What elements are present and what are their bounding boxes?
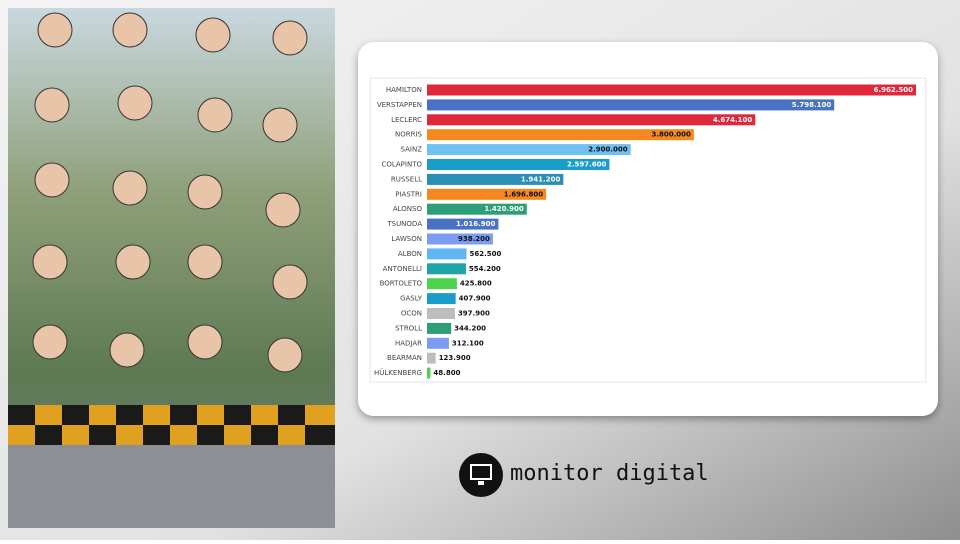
bar	[427, 84, 916, 96]
bar	[427, 99, 835, 111]
category-label: BEARMAN	[387, 354, 422, 362]
value-label: 2.597.600	[567, 161, 607, 169]
value-label: 2.900.000	[588, 146, 628, 154]
value-label: 554.200	[469, 265, 501, 273]
value-label: 407.900	[459, 295, 491, 303]
bar	[427, 322, 452, 334]
bar	[427, 367, 431, 379]
category-label: RUSSELL	[391, 175, 422, 183]
bar	[427, 159, 610, 170]
category-label: ALBON	[398, 250, 422, 258]
value-label: 3.800.000	[651, 131, 691, 139]
category-label: GASLY	[400, 295, 423, 303]
bar	[427, 278, 457, 290]
value-label: 6.962.500	[874, 86, 914, 94]
value-label: 425.800	[460, 280, 492, 288]
category-label: ANTONELLI	[383, 265, 422, 273]
bar	[427, 352, 436, 364]
plot: HAMILTON 6.962.500 VERSTAPPEN 5.798.100 LECL…	[369, 77, 927, 383]
category-label: SAINZ	[401, 146, 423, 154]
category-label: VERSTAPPEN	[377, 101, 422, 109]
brand: monitor digital	[459, 453, 709, 497]
bar	[427, 144, 631, 156]
bar	[427, 114, 756, 126]
category-label: PIASTRI	[395, 190, 422, 198]
value-label: 938.200	[458, 235, 490, 243]
value-label: 397.900	[458, 310, 490, 318]
bar	[427, 233, 493, 245]
value-label: 344.200	[454, 324, 486, 332]
category-label: BORTOLETO	[380, 280, 423, 288]
value-label: 5.798.100	[792, 101, 832, 109]
brand-name: monitor digital	[510, 461, 709, 486]
category-label: NORRIS	[395, 131, 423, 139]
category-label: OCON	[401, 310, 422, 318]
category-label: TSUNODA	[386, 220, 422, 228]
bar	[427, 308, 455, 319]
value-label: 4.674.100	[713, 116, 753, 124]
value-label: 48.800	[433, 369, 460, 377]
category-label: STROLL	[395, 324, 422, 332]
value-label: 1.941.200	[521, 175, 561, 183]
bar	[427, 188, 547, 200]
value-label: 1.016.900	[456, 220, 496, 228]
bar	[427, 293, 456, 305]
category-label: LAWSON	[391, 235, 422, 243]
value-label: 123.900	[439, 354, 471, 362]
bar	[427, 263, 466, 275]
category-label: HÜLKENBERG	[374, 368, 422, 377]
value-label: 1.420.900	[484, 205, 524, 213]
category-label: ALONSO	[393, 205, 423, 213]
plot-frame	[369, 77, 927, 383]
category-label: HAMILTON	[386, 86, 422, 94]
value-label: 562.500	[470, 250, 502, 258]
photo-panel	[8, 8, 335, 528]
bar	[427, 337, 449, 349]
bar	[427, 218, 499, 230]
category-label: COLAPINTO	[381, 161, 422, 169]
bar	[427, 203, 527, 215]
category-label: LECLERC	[391, 116, 422, 124]
bar	[427, 173, 564, 185]
value-label: 312.100	[452, 339, 484, 347]
category-label: HADJAR	[395, 339, 422, 347]
bar	[427, 248, 467, 260]
value-label: 1.696.800	[504, 190, 544, 198]
bar	[427, 129, 694, 141]
